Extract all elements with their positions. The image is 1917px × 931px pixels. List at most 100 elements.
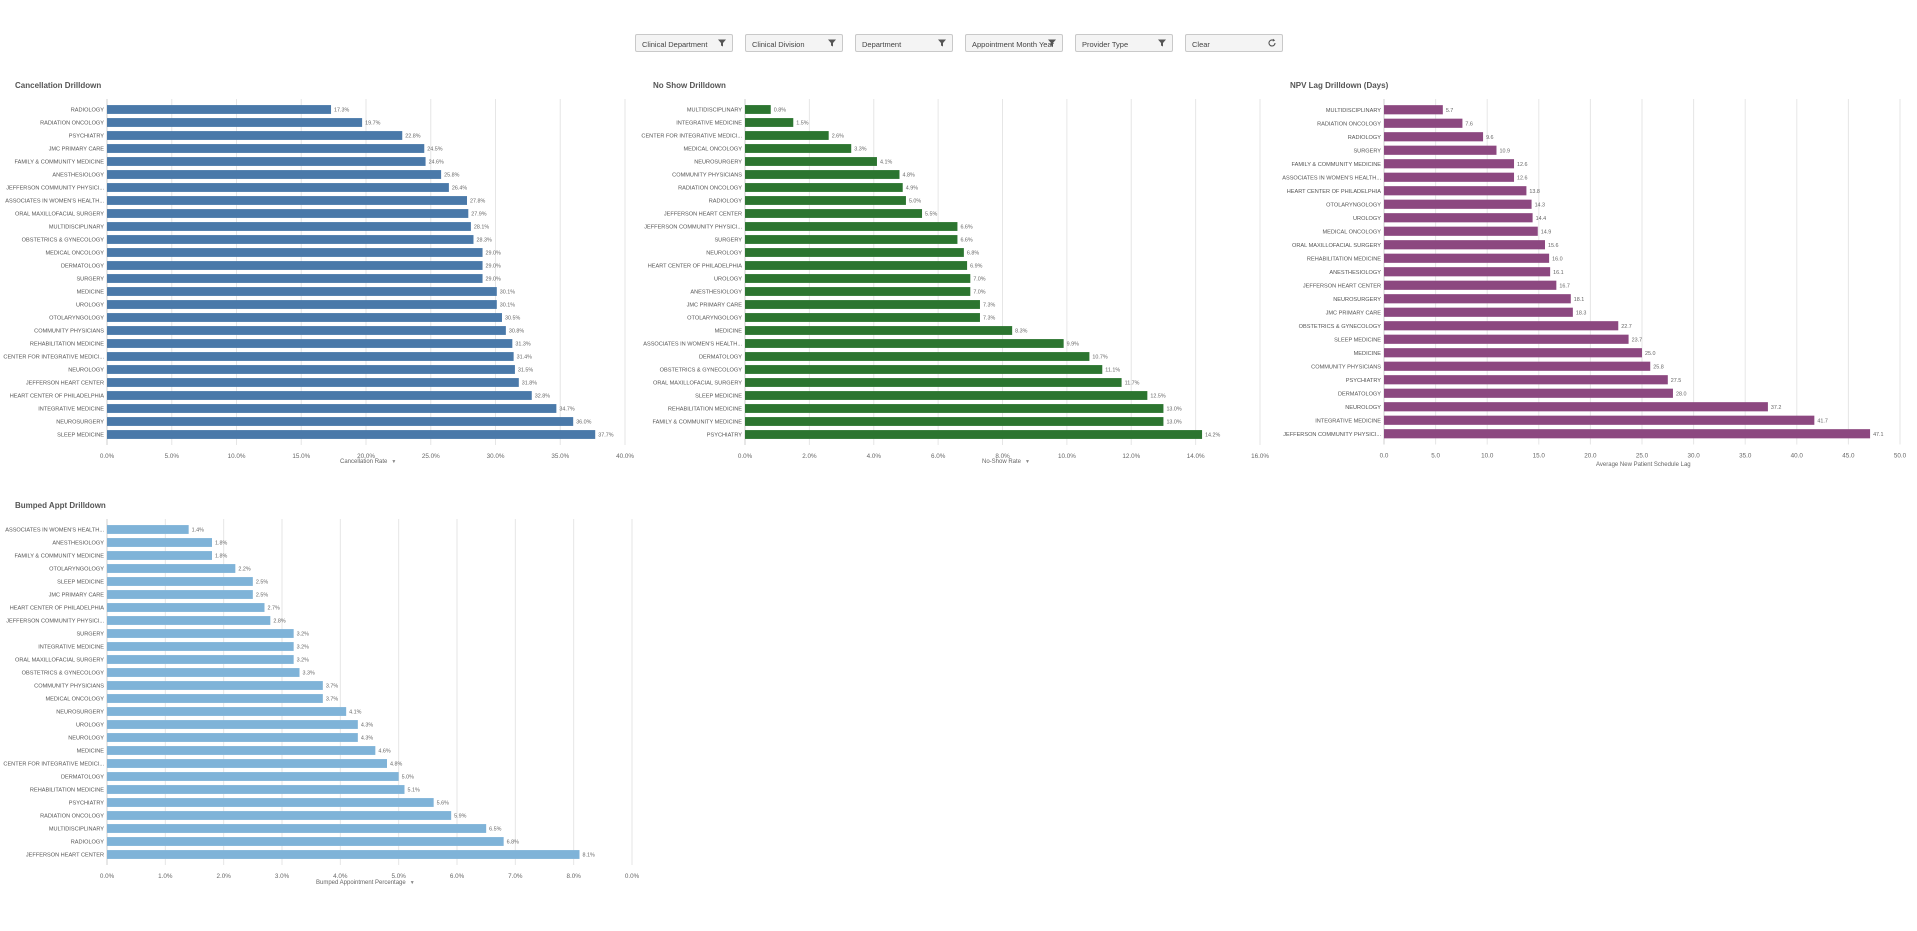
filter-label: Department — [862, 40, 902, 49]
data-label: 1.8% — [215, 554, 227, 560]
bar — [1384, 172, 1515, 182]
cancellation-chart: 0.0% 5.0% 10.0% 15.0% 20.0% 25.0% 30.0% 35.0% 40… — [3, 99, 634, 460]
npvlag-axis-title: Average New Patient Schedule Lag — [1596, 462, 1691, 468]
data-label: 8.1% — [583, 853, 595, 859]
bar — [745, 300, 980, 309]
x-tick-label: 45.0 — [1842, 453, 1855, 460]
x-tick-label: 12.0% — [1122, 453, 1140, 460]
noshow-axis-title[interactable]: No-Show Rate ▼ — [982, 459, 1030, 465]
bar — [107, 525, 189, 534]
bar — [107, 313, 502, 322]
category-label: OTOLARYNGOLOGY — [49, 316, 104, 322]
category-label: REHABILITATION MEDICINE — [1307, 256, 1381, 262]
bumped-axis-title[interactable]: Bumped Appointment Percentage ▼ — [316, 880, 415, 886]
bar — [745, 274, 971, 283]
bar — [1384, 415, 1815, 425]
bar — [745, 391, 1148, 400]
bar — [745, 365, 1103, 374]
bar — [1384, 159, 1515, 169]
category-label: ASSOCIATES IN WOMEN'S HEALTH... — [5, 528, 104, 534]
npvlag-chart: 0.0 5.0 10.0 15.0 20.0 25.0 30.0 35.0 40.0 45.0 50… — [1282, 99, 1907, 460]
category-label: MEDICAL ONCOLOGY — [1322, 229, 1381, 235]
category-label: ASSOCIATES IN WOMEN'S HEALTH... — [643, 342, 742, 348]
data-label: 14.3 — [1535, 202, 1546, 208]
category-label: ASSOCIATES IN WOMEN'S HEALTH... — [5, 199, 104, 205]
bar — [1384, 267, 1551, 277]
data-label: 3.3% — [303, 671, 315, 677]
data-label: 22.8% — [405, 134, 420, 140]
data-label: 24.6% — [429, 160, 444, 166]
cancellation-axis-title[interactable]: Cancellation Rate ▼ — [340, 459, 396, 465]
data-label: 10.7% — [1092, 355, 1107, 361]
bar — [1384, 334, 1629, 344]
x-tick-label: 50.0 — [1894, 453, 1907, 460]
data-label: 4.1% — [349, 710, 361, 716]
category-label: MEDICINE — [77, 290, 105, 296]
bar — [745, 144, 852, 153]
filter-clinical-department[interactable]: Clinical Department — [635, 34, 733, 52]
bar — [107, 131, 403, 140]
filter-clinical-division[interactable]: Clinical Division — [745, 34, 843, 52]
data-label: 25.0 — [1645, 351, 1656, 357]
data-label: 11.7% — [1125, 381, 1140, 387]
data-label: 6.5% — [489, 827, 501, 833]
data-label: 31.4% — [517, 355, 532, 361]
data-label: 5.6% — [437, 801, 449, 807]
category-label: OBSTETRICS & GYNECOLOGY — [660, 368, 743, 374]
category-label: RADIATION ONCOLOGY — [40, 814, 104, 820]
filter-department[interactable]: Department — [855, 34, 953, 52]
data-label: 7.3% — [983, 316, 995, 322]
bar — [745, 105, 771, 114]
filter-icon — [1158, 39, 1166, 47]
x-tick-label: 16.0% — [1251, 453, 1269, 460]
category-label: SURGERY — [76, 277, 104, 283]
category-label: REHABILITATION MEDICINE — [668, 407, 742, 413]
filter-label: Clinical Division — [752, 40, 805, 49]
data-label: 5.0% — [909, 199, 921, 205]
data-label: 13.8 — [1529, 189, 1540, 195]
bar — [107, 720, 358, 729]
data-label: 25.8% — [444, 173, 459, 179]
data-label: 0.8% — [774, 108, 786, 114]
x-tick-label: 6.0% — [450, 873, 465, 880]
data-label: 4.8% — [903, 173, 915, 179]
data-label: 23.7 — [1632, 337, 1643, 343]
category-label: ORAL MAXILLOFACIAL SURGERY — [653, 381, 742, 387]
x-tick-label: 35.0% — [551, 453, 569, 460]
bar — [107, 391, 532, 400]
bar — [745, 404, 1164, 413]
caret-down-icon: ▼ — [1025, 459, 1030, 465]
filter-provider-type[interactable]: Provider Type — [1075, 34, 1173, 52]
bar — [107, 785, 405, 794]
category-label: DERMATOLOGY — [1338, 391, 1381, 397]
category-label: HEART CENTER OF PHILADELPHIA — [10, 394, 105, 400]
data-label: 3.2% — [297, 658, 309, 664]
category-label: RADIOLOGY — [1348, 135, 1382, 141]
bar — [107, 694, 323, 703]
category-label: INTEGRATIVE MEDICINE — [676, 121, 742, 127]
category-label: FAMILY & COMMUNITY MEDICINE — [1291, 162, 1381, 168]
axis-title-text: No-Show Rate — [982, 459, 1022, 465]
filter-appointment-month-year[interactable]: Appointment Month Year — [965, 34, 1063, 52]
bar — [107, 157, 426, 166]
bar — [107, 378, 519, 387]
filter-icon — [828, 39, 836, 47]
clear-filters-button[interactable]: Clear — [1185, 34, 1283, 52]
data-label: 30.8% — [509, 329, 524, 335]
category-label: JEFFERSON COMMUNITY PHYSICI... — [644, 225, 742, 231]
filter-label: Appointment Month Year — [972, 40, 1055, 49]
bar — [1384, 294, 1571, 304]
data-label: 4.8% — [390, 762, 402, 768]
bar — [1384, 105, 1443, 115]
bar — [745, 378, 1122, 387]
x-tick-label: 40.0% — [616, 453, 634, 460]
bar — [107, 824, 487, 833]
category-label: MEDICINE — [715, 329, 743, 335]
x-tick-label: 7.0% — [508, 873, 523, 880]
data-label: 31.5% — [518, 368, 533, 374]
data-label: 6.9% — [970, 264, 982, 270]
bar — [1384, 240, 1545, 250]
bar — [107, 170, 442, 179]
data-label: 27.9% — [471, 212, 486, 218]
category-label: REHABILITATION MEDICINE — [30, 788, 104, 794]
